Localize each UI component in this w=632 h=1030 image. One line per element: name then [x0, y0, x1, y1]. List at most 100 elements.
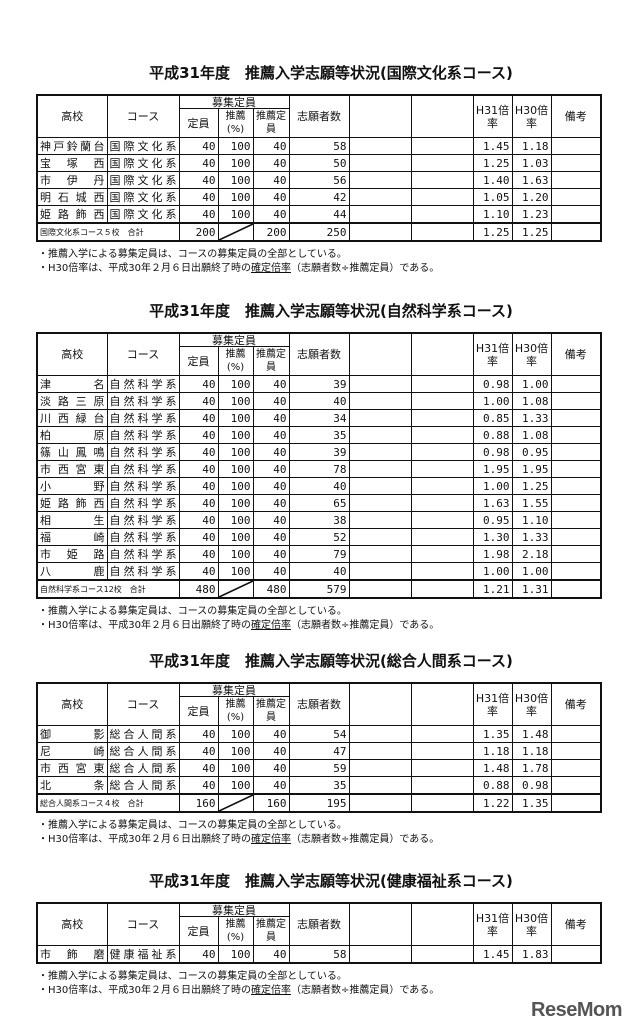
capacity: 40 — [178, 742, 219, 760]
capacity: 40 — [178, 375, 219, 393]
section-1: 平成31年度 推薦入学志願等状況(自然科学系コース) 高校 コース 募集定員 志… — [36, 300, 603, 633]
blank-cell — [410, 188, 474, 206]
school-name: 姫路飾西 — [36, 205, 108, 224]
school-name: 姫路飾西 — [36, 494, 108, 512]
applicants: 39 — [288, 443, 350, 461]
blank-cell — [410, 759, 474, 777]
remarks — [550, 793, 602, 813]
h31-ratio: 0.95 — [472, 511, 513, 529]
blank-cell — [348, 494, 412, 512]
table-row: 淡路三原 自然科学系 40 100 40 40 1.00 1.08 — [36, 392, 602, 410]
rec-capacity: 40 — [252, 477, 290, 495]
blank-cell — [410, 426, 474, 444]
school-name: 柏原 — [36, 426, 108, 444]
rec-pct: 100 — [217, 759, 254, 777]
note-1: ・推薦入学による募集定員は、コースの募集定員の全部としている。 — [38, 606, 347, 617]
rec-pct: 100 — [217, 154, 254, 172]
header-h31: H31倍率 — [472, 902, 513, 946]
rec-capacity: 40 — [252, 742, 290, 760]
course-name: 自然科学系 — [106, 494, 180, 512]
total-h30-ratio: 1.31 — [511, 579, 552, 599]
blank-cell — [410, 205, 474, 224]
applicants: 65 — [288, 494, 350, 512]
h30-ratio: 1.23 — [511, 205, 552, 224]
school-name: 市姫路 — [36, 545, 108, 563]
total-row: 国際文化系コース５校 合計 200 200 250 1.25 1.25 — [36, 222, 602, 242]
header-school: 高校 — [36, 94, 108, 138]
school-name: 津名 — [36, 375, 108, 393]
h30-ratio: 1.08 — [511, 426, 552, 444]
blank-cell — [410, 494, 474, 512]
h30-ratio: 1.33 — [511, 409, 552, 427]
rec-capacity: 40 — [252, 511, 290, 529]
rec-pct: 100 — [217, 742, 254, 760]
total-h30-ratio: 1.25 — [511, 222, 552, 242]
blank-cell — [348, 460, 412, 478]
course-name: 総合人間系 — [106, 725, 180, 743]
header-capacity-group: 募集定員 — [178, 332, 290, 347]
header-capacity: 定員 — [178, 916, 219, 946]
capacity: 40 — [178, 511, 219, 529]
header-school: 高校 — [36, 332, 108, 376]
course-name: 自然科学系 — [106, 409, 180, 427]
table-row: 篠山鳳鳴 自然科学系 40 100 40 39 0.98 0.95 — [36, 443, 602, 461]
header-rec-pct: 推薦(%) — [217, 696, 254, 726]
school-name: 篠山鳳鳴 — [36, 443, 108, 461]
blank-cell — [410, 460, 474, 478]
header-h31: H31倍率 — [472, 94, 513, 138]
rec-pct: 100 — [217, 443, 254, 461]
blank-cell — [410, 725, 474, 743]
total-applicants: 579 — [288, 579, 350, 599]
applications-table: 高校 コース 募集定員 志願者数 H31倍率 H30倍率 備考 定員 推薦(%)… — [36, 682, 603, 813]
blank-cell — [410, 528, 474, 546]
h31-ratio: 1.18 — [472, 742, 513, 760]
h31-ratio: 1.30 — [472, 528, 513, 546]
remarks — [550, 725, 602, 743]
blank-cell — [410, 776, 474, 795]
capacity: 40 — [178, 443, 219, 461]
blank-cell — [348, 511, 412, 529]
h30-ratio: 1.33 — [511, 528, 552, 546]
remarks — [550, 171, 602, 189]
remarks — [550, 742, 602, 760]
table-row: 神戸鈴蘭台 国際文化系 40 100 40 58 1.45 1.18 — [36, 137, 602, 155]
rec-capacity: 40 — [252, 205, 290, 224]
blank-cell — [410, 477, 474, 495]
note-2: ・H30倍率は、平成30年２月６日出願終了時の確定倍率（志願者数÷推薦定員）であ… — [38, 985, 440, 996]
applications-table: 高校 コース 募集定員 志願者数 H31倍率 H30倍率 備考 定員 推薦(%)… — [36, 902, 603, 964]
blank-cell — [410, 742, 474, 760]
remarks — [550, 945, 602, 964]
blank-cell — [348, 945, 412, 964]
h31-ratio: 1.48 — [472, 759, 513, 777]
course-name: 自然科学系 — [106, 528, 180, 546]
header-school: 高校 — [36, 902, 108, 946]
h31-ratio: 1.40 — [472, 171, 513, 189]
school-name: 淡路三原 — [36, 392, 108, 410]
total-row: 自然科学系コース12校 合計 480 480 579 1.21 1.31 — [36, 579, 602, 599]
section-0: 平成31年度 推薦入学志願等状況(国際文化系コース) 高校 コース 募集定員 志… — [36, 62, 603, 276]
table-row: 姫路飾西 自然科学系 40 100 40 65 1.63 1.55 — [36, 494, 602, 512]
rec-capacity: 40 — [252, 188, 290, 206]
rec-capacity: 40 — [252, 545, 290, 563]
blank-cell — [410, 171, 474, 189]
remarks — [550, 776, 602, 795]
rec-capacity: 40 — [252, 528, 290, 546]
rec-capacity: 40 — [252, 443, 290, 461]
course-name: 自然科学系 — [106, 545, 180, 563]
h31-ratio: 1.98 — [472, 545, 513, 563]
school-name: 市伊丹 — [36, 171, 108, 189]
blank-cell — [410, 392, 474, 410]
blank-cell — [348, 375, 412, 393]
diagonal-slash — [217, 222, 254, 242]
applicants: 44 — [288, 205, 350, 224]
rec-pct: 100 — [217, 171, 254, 189]
remarks — [550, 759, 602, 777]
applicants: 54 — [288, 725, 350, 743]
school-name: 尼崎 — [36, 742, 108, 760]
header-blank — [348, 94, 412, 138]
section-title: 平成31年度 推薦入学志願等状況(国際文化系コース) — [149, 64, 513, 82]
total-capacity: 480 — [178, 579, 219, 599]
rec-pct: 100 — [217, 375, 254, 393]
applicants: 58 — [288, 137, 350, 155]
rec-pct: 100 — [217, 205, 254, 224]
